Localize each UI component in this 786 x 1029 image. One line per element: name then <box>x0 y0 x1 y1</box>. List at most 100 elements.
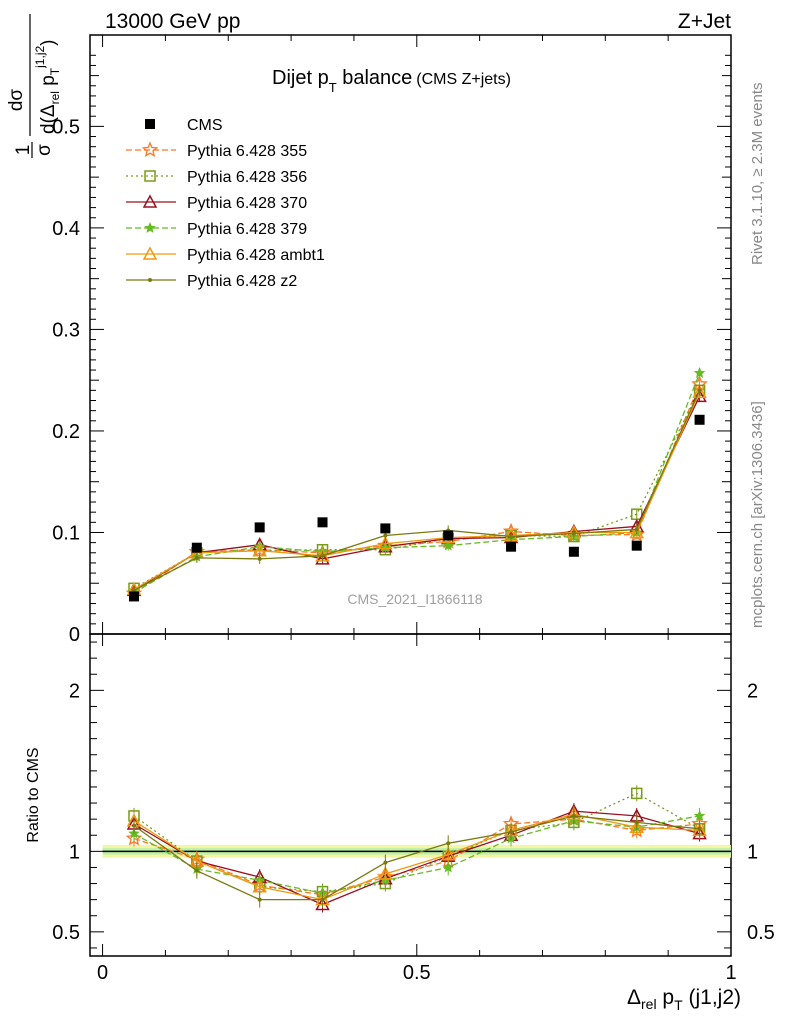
series-point <box>634 527 639 532</box>
legend-marker <box>142 246 158 260</box>
ratio-point <box>440 847 456 861</box>
y-tick-label-main: 0.5 <box>52 116 80 138</box>
ratio-point <box>630 787 643 800</box>
cms-data-point <box>694 414 705 425</box>
series-point <box>378 536 393 550</box>
series-point <box>692 384 707 399</box>
ratio-point <box>257 897 262 902</box>
legend-label: Pythia 6.428 370 <box>187 195 307 212</box>
x-axis-label: Δrel pT (j1,j2) <box>627 986 741 1013</box>
y-tick-label-main: 0.3 <box>52 319 80 341</box>
ratio-series-line <box>133 815 700 901</box>
cms-data-point <box>128 591 139 602</box>
legend-label: Pythia 6.428 356 <box>187 169 307 186</box>
series-point <box>131 588 136 593</box>
cms-data-point <box>506 541 517 552</box>
ratio-point <box>442 861 454 873</box>
ratio-series-line <box>133 810 700 906</box>
ratio-point <box>571 813 576 818</box>
series-point <box>509 534 514 539</box>
y-tick-label-ratio-right: 0.5 <box>747 922 775 944</box>
y-tick-label-ratio-right: 1 <box>747 841 758 863</box>
legend-marker <box>144 221 156 233</box>
y-tick-label-main: 0.4 <box>52 218 80 240</box>
y-tick-label-ratio: 1 <box>69 841 80 863</box>
rivet-version-label: Rivet 3.1.10, ≥ 2.3M events <box>749 83 766 266</box>
x-tick-label: 0.5 <box>403 962 431 984</box>
series-point <box>629 524 644 539</box>
series-point <box>320 553 325 558</box>
y-label-dsigma: dσ <box>6 89 27 112</box>
cms-data-point <box>631 540 642 551</box>
y-tick-label-main: 0.1 <box>52 522 80 544</box>
cms-data-point <box>568 546 579 557</box>
legend-marker <box>142 194 158 208</box>
ratio-point <box>131 823 136 828</box>
cms-data-point <box>380 523 391 534</box>
analysis-watermark: CMS_2021_I1866118 <box>347 591 482 607</box>
series-line <box>133 392 701 590</box>
legend-marker <box>144 170 156 182</box>
ratio-band <box>102 844 732 858</box>
legend-cms-label: CMS <box>187 117 223 134</box>
series-line <box>133 396 701 591</box>
y-tick-label-main: 0.2 <box>52 421 80 443</box>
legend-marker <box>141 141 159 158</box>
x-tick-label: 0 <box>97 962 108 984</box>
mcplots-label: mcplots.cern.ch [arXiv:1306.3436] <box>749 401 766 628</box>
series-line <box>133 390 701 591</box>
series-point <box>257 556 262 561</box>
header-left: 13000 GeV pp <box>105 10 240 33</box>
ratio-point <box>194 868 199 873</box>
data-points-group <box>128 414 705 602</box>
series-line <box>133 383 701 594</box>
ratio-point <box>383 860 388 865</box>
ratio-point <box>320 897 325 902</box>
header-right: Z+Jet <box>678 10 731 33</box>
series-point <box>571 531 576 536</box>
ratio-point <box>378 866 393 880</box>
ratio-point <box>629 819 644 833</box>
legend-cms-marker <box>145 119 155 129</box>
y-axis-label: 1 σ dσ d(Δrel pTj1,j2) <box>6 14 62 158</box>
legend-label: Pythia 6.428 379 <box>187 221 307 238</box>
cms-data-point <box>317 517 328 528</box>
axis-ticks: 0 0.5 1 0 0.1 0.2 0.3 0.4 0.5 0.5 0.5 1 1 2 2 <box>52 35 775 984</box>
x-tick-label: 1 <box>725 962 736 984</box>
ratio-series-line <box>133 815 700 894</box>
ratio-panel-frame <box>89 633 732 957</box>
series-point <box>194 555 199 560</box>
series-point <box>693 367 706 378</box>
series-point <box>697 388 702 393</box>
plot-title: Dijet pT balance (CMS Z+jets) <box>272 67 511 95</box>
y-tick-label-ratio-right: 2 <box>747 680 758 702</box>
legend: CMS Pythia 6.428 355 Pythia 6.428 356 Pythi… <box>126 117 325 290</box>
ratio-series-line <box>133 813 700 901</box>
ratio-y-label: Ratio to CMS <box>25 747 42 842</box>
legend-label: Pythia 6.428 355 <box>187 143 307 160</box>
ratio-point <box>446 841 451 846</box>
ratio-point <box>697 826 702 831</box>
legend-label: Pythia 6.428 z2 <box>187 273 297 290</box>
y-tick-label-ratio: 0.5 <box>52 922 80 944</box>
ratio-point <box>634 820 639 825</box>
ratio-point <box>692 826 707 840</box>
ratio-point <box>509 830 514 835</box>
cms-data-point <box>443 530 454 541</box>
ratio-point <box>693 809 706 821</box>
series-point <box>383 533 388 538</box>
ratio-series-group <box>125 785 708 913</box>
ratio-series-line <box>133 792 700 893</box>
series-point <box>315 551 330 565</box>
y-tick-label-ratio: 2 <box>69 680 80 702</box>
main-series-group <box>125 367 708 601</box>
ratio-series-line <box>133 818 700 896</box>
series-point <box>442 539 454 551</box>
y-tick-label-main: 0 <box>69 624 80 646</box>
series-line <box>133 372 701 593</box>
cms-data-point <box>254 522 265 533</box>
y-label-one: 1 <box>13 145 34 156</box>
cms-data-point <box>191 542 202 553</box>
